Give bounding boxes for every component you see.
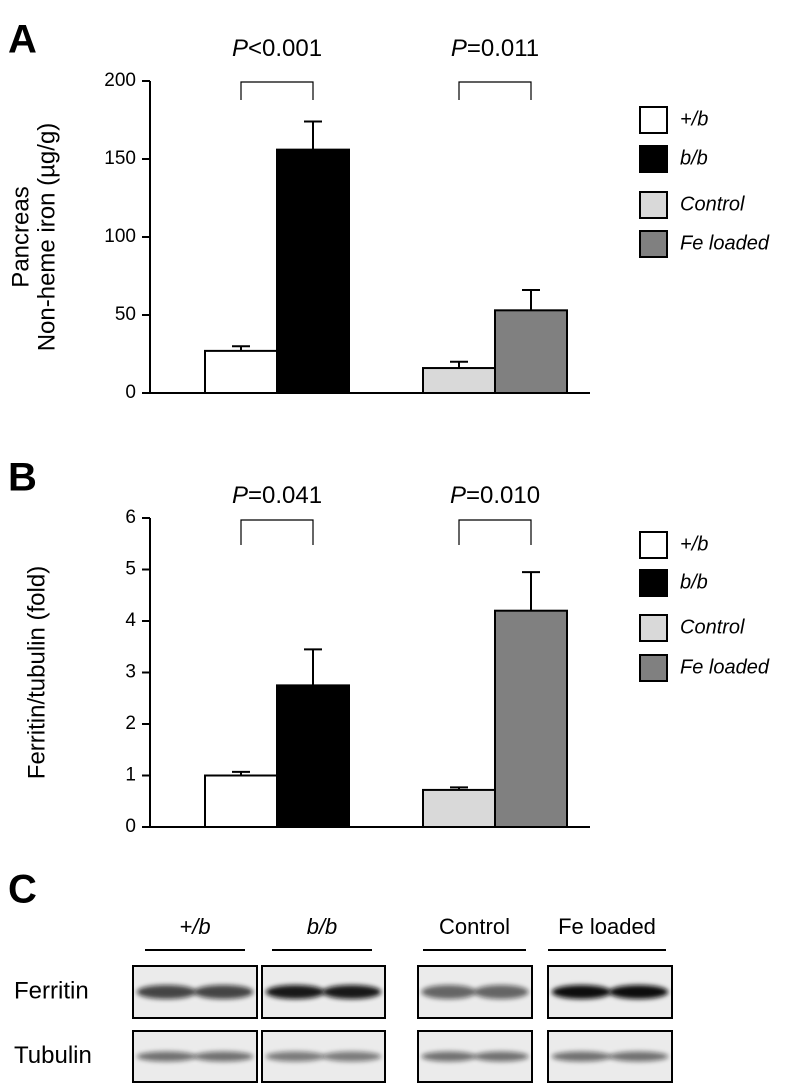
bar (204, 349, 278, 395)
legend-swatch (639, 230, 668, 258)
p-text: =0.010 (466, 482, 540, 509)
legend-label: b/b (680, 147, 708, 169)
p-symbol: P (450, 482, 466, 509)
significance-bracket (458, 81, 532, 100)
p-value: P=0.041 (232, 482, 322, 509)
p-text: =0.011 (467, 35, 539, 62)
p-symbol: P (232, 482, 248, 509)
y-tick-label: 200 (104, 70, 136, 91)
y-tick-label: 150 (104, 148, 136, 169)
legend-label: b/b (680, 571, 708, 593)
legend-swatch (639, 569, 668, 597)
p-value: P=0.010 (450, 482, 540, 509)
panel-label: A (8, 18, 37, 62)
legend-swatch (639, 654, 668, 682)
panel-label: C (8, 868, 37, 912)
legend-swatch (639, 531, 668, 559)
y-tick-label: 50 (115, 304, 136, 325)
bar (422, 788, 496, 828)
y-axis-label: Ferritin/tubulin (fold) (23, 566, 50, 779)
blot-band (193, 1051, 254, 1062)
p-symbol: P (232, 35, 248, 62)
bar (276, 684, 350, 828)
significance-bracket (458, 519, 532, 545)
legend-swatch (639, 614, 668, 642)
legend-label: Fe loaded (680, 232, 770, 254)
panel-label: B (8, 456, 37, 500)
blot-band (265, 1051, 325, 1062)
bar (204, 774, 278, 828)
blot-band (551, 985, 612, 999)
legend-swatch (639, 191, 668, 219)
blot-band (265, 985, 325, 999)
legend-swatch (639, 145, 668, 173)
y-tick-label: 5 (125, 559, 136, 580)
blot-band (473, 1051, 529, 1062)
bar (276, 148, 350, 394)
p-symbol: P (451, 35, 467, 62)
bar (494, 309, 568, 395)
row-label: Ferritin (14, 977, 89, 1004)
y-tick-label: 6 (125, 507, 136, 528)
bar (422, 367, 496, 395)
legend-label: +/b (680, 533, 708, 555)
blot-band (193, 985, 254, 999)
p-value: P<0.001 (232, 35, 322, 62)
bar (494, 609, 568, 829)
legend-swatch (639, 106, 668, 134)
p-text: =0.041 (248, 482, 322, 509)
legend-label: +/b (680, 108, 708, 130)
y-tick-label: 0 (125, 382, 136, 403)
y-tick-label: 2 (125, 713, 136, 734)
y-axis-label: Pancreas (7, 186, 34, 287)
blot-band (421, 985, 477, 999)
blot-band (473, 985, 529, 999)
blot-band (608, 985, 669, 999)
lane-label: +/b (179, 914, 210, 939)
significance-bracket (240, 519, 314, 545)
y-tick-label: 100 (104, 226, 136, 247)
y-tick-label: 1 (125, 765, 136, 786)
legend-label: Control (680, 616, 745, 638)
significance-bracket (240, 81, 314, 100)
blot-band (136, 985, 197, 999)
lane-label: Control (439, 914, 510, 939)
row-label: Tubulin (14, 1042, 92, 1069)
blot-band (136, 1051, 197, 1062)
p-text: <0.001 (248, 35, 322, 62)
blot-band (608, 1051, 669, 1062)
blot-band (551, 1051, 612, 1062)
legend-label: Fe loaded (680, 656, 770, 678)
y-tick-label: 4 (125, 610, 136, 631)
blot-band (322, 1051, 382, 1062)
lane-label: b/b (307, 914, 338, 939)
blot-band (322, 985, 382, 999)
blot-band (421, 1051, 477, 1062)
y-axis-label: Non-heme iron (µg/g) (33, 123, 60, 352)
y-tick-label: 0 (125, 816, 136, 837)
y-tick-label: 3 (125, 662, 136, 683)
p-value: P=0.011 (451, 35, 539, 62)
legend-label: Control (680, 193, 745, 215)
lane-label: Fe loaded (558, 914, 656, 939)
